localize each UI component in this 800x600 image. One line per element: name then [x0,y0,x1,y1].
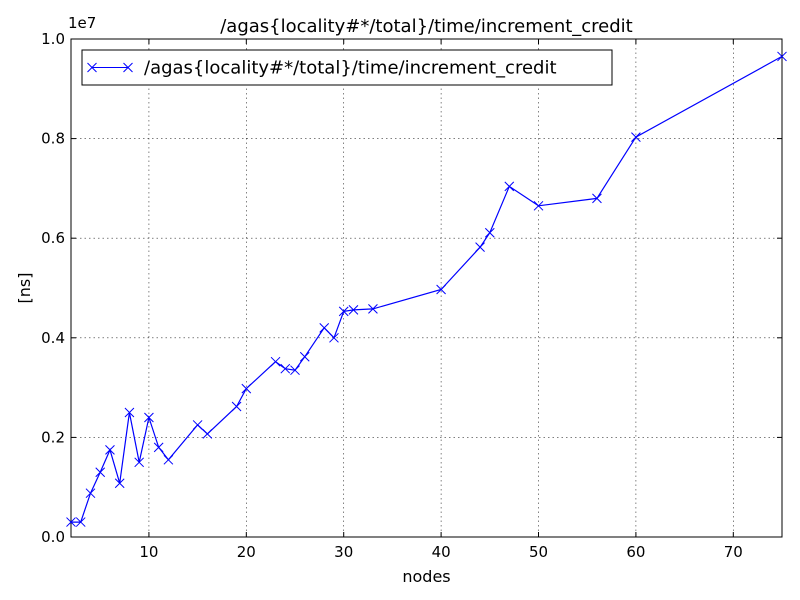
data-point-marker [75,517,86,527]
data-point-marker [368,304,378,314]
data-point-marker [436,284,446,295]
data-point-marker [124,407,135,418]
legend-marker-x [87,62,133,73]
legend-box [81,49,613,86]
chart-title: /agas{locality#*/total}/time/increment_c… [220,16,633,37]
data-point-marker [777,51,787,62]
data-point-marker [134,457,145,468]
data-point-marker [114,478,125,489]
y-axis-label: [ns] [15,273,34,304]
x-tick-label: 50 [529,543,548,561]
data-point-marker [202,429,213,439]
data-point-marker [533,200,544,211]
data-point-marker [105,444,115,455]
y-tick-label: 0.8 [41,130,65,148]
data-point-marker [319,322,330,333]
data-point-marker [592,193,602,204]
data-series [66,51,787,527]
x-tick-label: 20 [237,543,256,561]
data-point-marker [504,181,515,192]
data-point-marker [163,454,174,465]
grid-lines [71,39,782,537]
data-point-marker [280,363,291,374]
data-point-marker [348,305,359,315]
data-point-marker [299,351,310,362]
data-point-marker [338,306,349,317]
x-tick-label: 40 [432,543,451,561]
data-point-marker [95,467,106,478]
x-tick-label: 10 [139,543,158,561]
data-point-marker [270,356,281,367]
series-line [71,55,783,523]
y-axis-offset-label: 1e7 [68,14,96,32]
y-tick-label: 0.2 [41,428,65,446]
axis-ticks: 10 20 30 40 50 60 70 0.0 0.2 0.4 0.6 0.8 1.0 [41,30,782,561]
data-point-marker [66,517,76,527]
data-point-marker [144,412,154,423]
data-point-marker [153,442,164,453]
data-point-marker [290,365,300,376]
data-point-marker [241,383,252,394]
x-tick-label: 60 [626,543,645,561]
x-tick-label: 70 [724,543,743,561]
y-tick-label: 0.6 [41,229,65,247]
y-tick-label: 1.0 [41,30,65,48]
data-point-marker [475,242,485,253]
y-tick-label: 0.4 [41,329,65,347]
data-point-marker [231,401,242,412]
data-point-marker [85,488,96,499]
data-point-marker [329,332,339,343]
data-point-marker [192,420,203,430]
data-point-marker [631,132,641,142]
legend: /agas{locality#*/total}/time/increment_c… [81,49,613,86]
x-axis-label: nodes [402,567,450,586]
plot-area [70,38,783,538]
x-tick-label: 30 [334,543,353,561]
legend-marker-x [123,62,133,73]
data-point-marker [484,227,495,238]
legend-entry-label: /agas{locality#*/total}/time/increment_c… [144,58,557,79]
y-tick-label: 0.0 [41,528,65,546]
legend-marker-x [87,62,97,73]
